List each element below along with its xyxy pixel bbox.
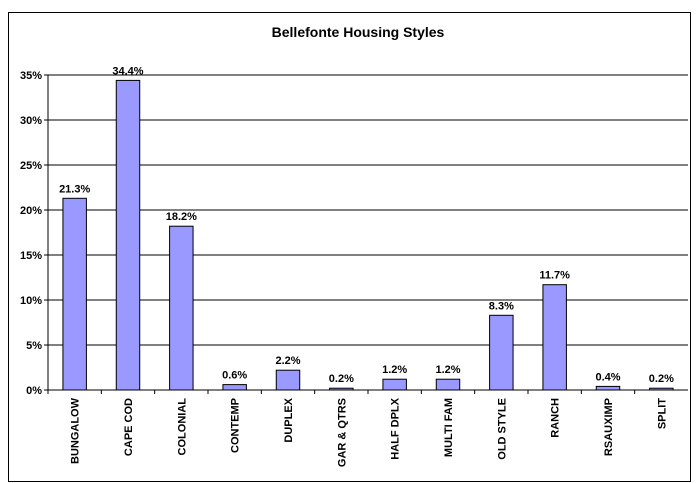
x-tick-label: GAR & QTRS [336, 398, 348, 467]
bar [115, 79, 141, 391]
x-tick-label: HALF DPLX [390, 397, 402, 459]
x-tick-label: CAPE COD [123, 398, 135, 456]
x-tick-label: RANCH [550, 398, 562, 438]
bar [62, 197, 87, 391]
y-tick-label: 30% [20, 115, 42, 127]
value-label: 21.3% [59, 183, 90, 195]
value-label: 11.7% [539, 270, 570, 282]
x-tick-label: DUPLEX [283, 397, 295, 442]
bar [382, 378, 407, 391]
y-tick-label: 10% [20, 295, 42, 307]
bar [542, 284, 567, 391]
value-label: 18.2% [166, 211, 197, 223]
y-tick-label: 15% [20, 250, 42, 262]
x-tick-label: SPLIT [656, 398, 668, 429]
x-tick-label: OLD STYLE [496, 398, 508, 460]
bar [275, 369, 301, 391]
x-tick-label: MULTI FAM [443, 398, 455, 457]
value-label: 0.6% [222, 370, 247, 382]
y-tick-label: 25% [20, 160, 42, 172]
x-tick-label: BUNGALOW [70, 397, 82, 464]
value-label: 0.2% [329, 373, 354, 385]
x-tick-label: CONTEMP [230, 398, 242, 453]
bar [169, 225, 194, 391]
x-tick-label: RSAUXIMP [603, 398, 615, 456]
value-label: 0.4% [595, 371, 620, 383]
x-tick-label: COLONIAL [176, 398, 188, 456]
value-label: 34.4% [112, 65, 143, 77]
value-label: 1.2% [435, 364, 460, 376]
chart-title: Bellefonte Housing Styles [272, 24, 445, 40]
value-label: 2.2% [275, 355, 300, 367]
bar [222, 384, 247, 391]
y-tick-label: 20% [20, 205, 42, 217]
bar [489, 314, 514, 391]
value-label: 0.2% [649, 373, 674, 385]
bar [435, 378, 461, 391]
value-label: 8.3% [489, 300, 514, 312]
value-label: 1.2% [382, 364, 407, 376]
chart-border [8, 12, 691, 482]
y-tick-label: 35% [20, 70, 42, 82]
bar [595, 385, 621, 391]
y-tick-label: 5% [26, 340, 42, 352]
y-tick-label: 0% [26, 385, 42, 397]
